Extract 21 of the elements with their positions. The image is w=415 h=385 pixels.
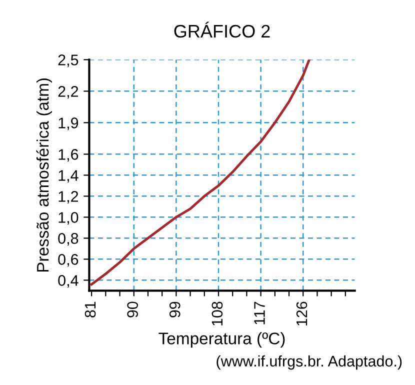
x-tick-label: 126	[296, 302, 308, 326]
y-tick-label: 1,4	[58, 170, 78, 183]
y-tick-label: 1,2	[58, 191, 78, 204]
y-axis-title: Pressão atmosférica (atm)	[36, 78, 52, 272]
x-tick-label: 117	[254, 302, 265, 324]
y-tick-label: 0,4	[58, 275, 78, 288]
line-series	[90, 60, 310, 286]
chart-title: GRÁFICO 2	[174, 22, 270, 38]
y-tick-label: 1,9	[58, 118, 78, 130]
y-tick-label: 2,5	[58, 54, 78, 68]
x-axis-title: Temperatura (ºC)	[158, 332, 285, 348]
x-tick-label: 99	[169, 302, 180, 318]
x-tick-label: 90	[127, 302, 138, 318]
y-tick-label: 0,6	[58, 254, 78, 267]
x-tick-label: 81	[84, 302, 96, 318]
x-tick-label: 108	[212, 302, 223, 326]
y-tick-label: 1,0	[58, 212, 78, 225]
y-tick-label: 0,8	[58, 233, 78, 246]
text: (www.if.ufrgs.br. Adaptado.)	[216, 355, 402, 370]
y-tick-label: 2,2	[58, 86, 78, 99]
y-tick-label: 1,6	[58, 149, 78, 162]
